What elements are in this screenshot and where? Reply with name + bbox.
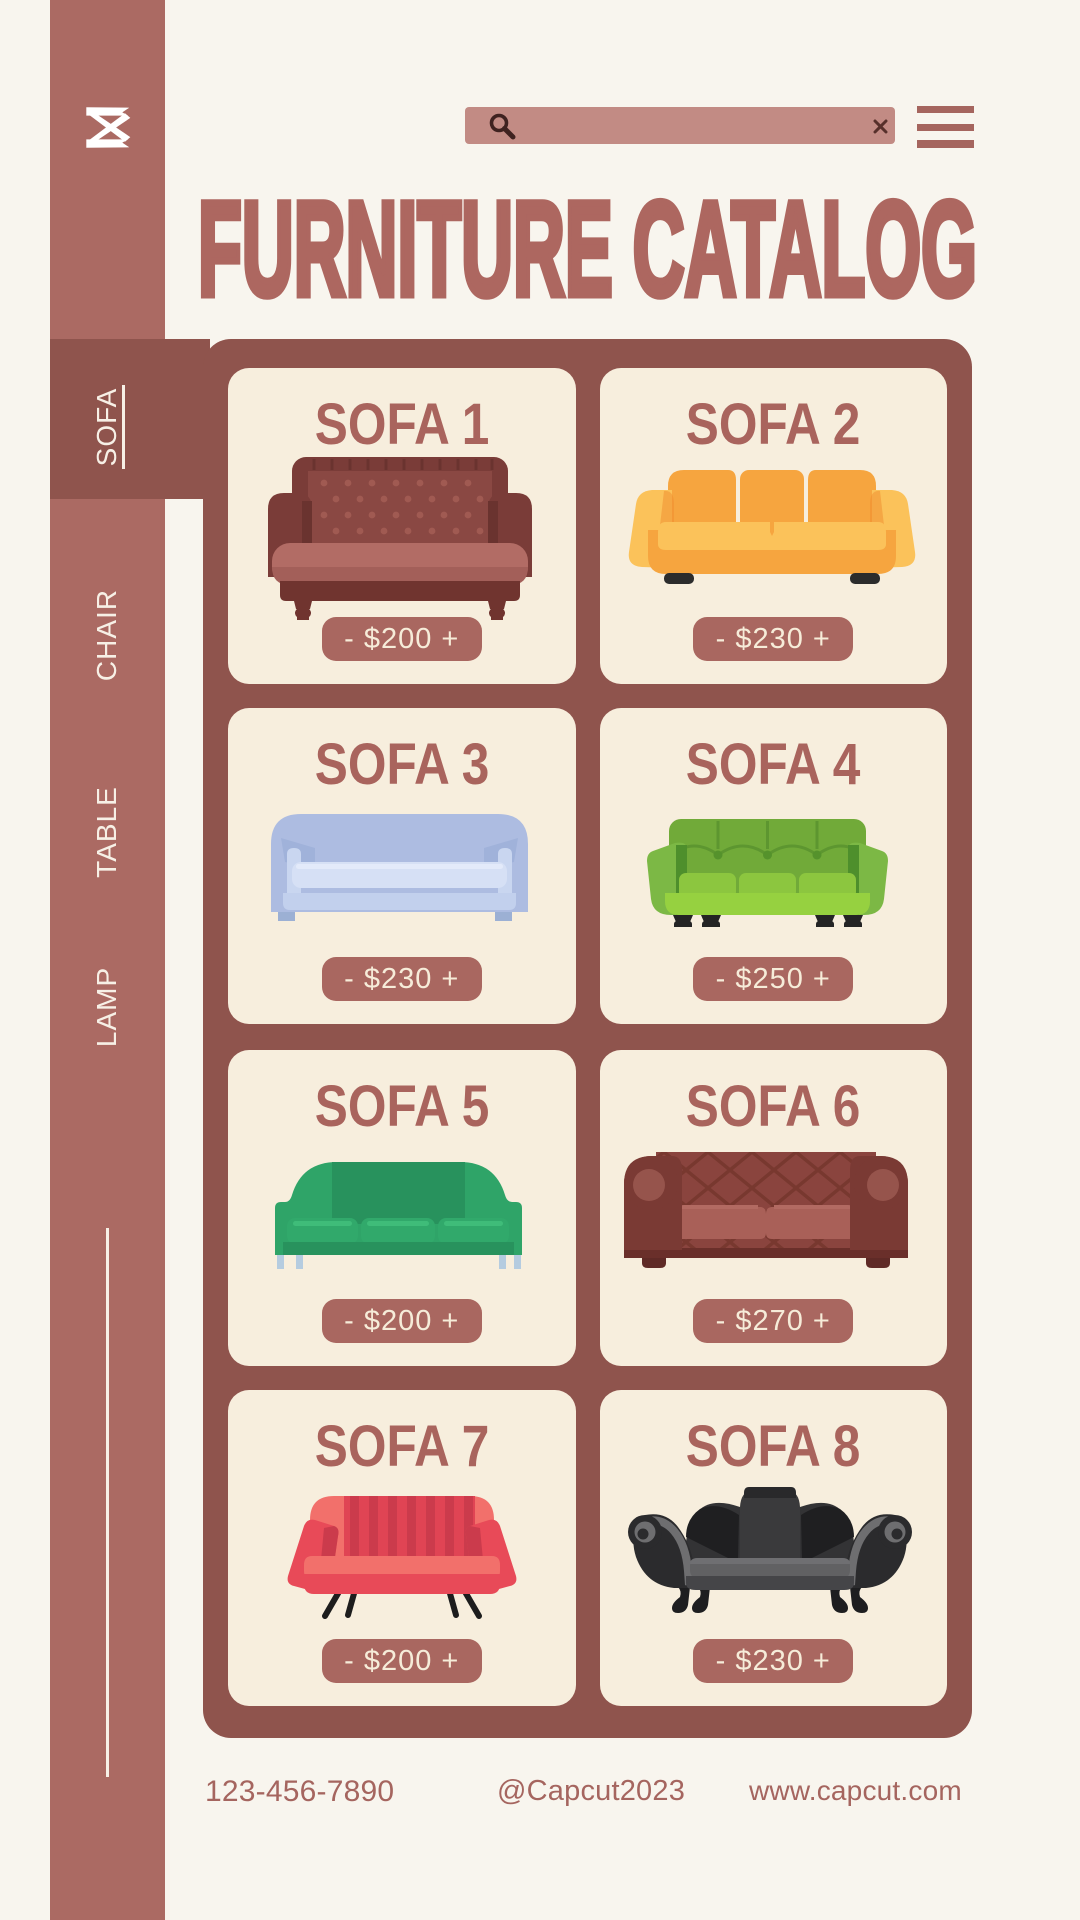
svg-text:FURNITURE CATALOG: FURNITURE CATALOG (198, 180, 977, 305)
